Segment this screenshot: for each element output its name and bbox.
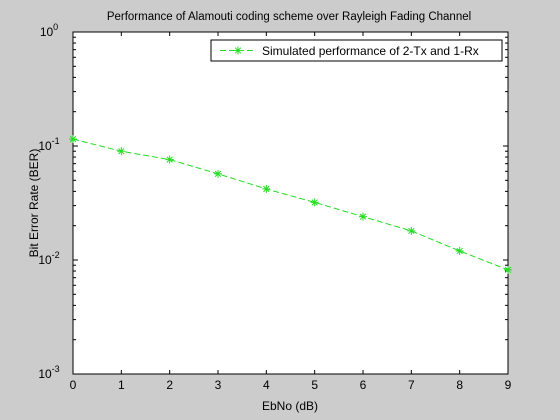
y-axis-label: Bit Error Rate (BER) (27, 149, 41, 258)
data-point (165, 155, 174, 164)
marker-stroke (456, 247, 463, 255)
data-point (214, 169, 222, 178)
marker-stroke (69, 135, 77, 143)
marker-stroke (166, 156, 173, 163)
series-layer (69, 135, 512, 274)
legend: Simulated performance of 2-Tx and 1-Rx (210, 39, 503, 62)
x-tick-label: 1 (118, 378, 125, 392)
x-tick-label: 5 (311, 378, 318, 392)
marker-stroke (408, 227, 415, 235)
marker-stroke (263, 185, 270, 193)
x-axis-label: EbNo (dB) (262, 399, 318, 413)
x-tick-label: 0 (70, 378, 77, 392)
data-point (117, 147, 126, 156)
legend-label: Simulated performance of 2-Tx and 1-Rx (262, 44, 479, 58)
data-point (359, 212, 367, 221)
marker-stroke (234, 47, 242, 54)
marker-stroke (311, 199, 318, 206)
data-point (504, 265, 512, 274)
axis-ticks: 0 1 2 3 4 5 6 7 8 9 100 10-1 10-2 10-3 (38, 22, 511, 392)
marker-stroke (504, 266, 512, 273)
y-tick-label: 100 (40, 22, 58, 39)
marker-stroke (118, 148, 125, 155)
x-tick-label: 2 (166, 378, 173, 392)
data-point (407, 226, 416, 235)
series-line (72, 138, 509, 271)
x-tick-label: 7 (408, 378, 415, 392)
data-point (310, 198, 319, 207)
x-tick-label: 9 (505, 378, 512, 392)
legend-asterisk (234, 46, 242, 55)
y-tick-label: 10-1 (38, 136, 59, 153)
x-tick-label: 6 (360, 378, 367, 392)
marker-stroke (359, 213, 367, 220)
marker-stroke (214, 170, 222, 177)
plot-area (72, 31, 509, 375)
y-tick-label: 10-3 (38, 364, 59, 381)
chart-title: Performance of Alamouti coding scheme ov… (107, 11, 471, 23)
x-tick-label: 4 (263, 378, 270, 392)
data-point (69, 135, 77, 144)
legend-marker (234, 46, 242, 55)
y-tick-label: 10-2 (38, 250, 59, 267)
legend-box (210, 39, 503, 62)
x-tick-label: 3 (215, 378, 222, 392)
data-point (455, 246, 464, 255)
x-tick-label: 8 (456, 378, 463, 392)
data-point (262, 184, 271, 193)
